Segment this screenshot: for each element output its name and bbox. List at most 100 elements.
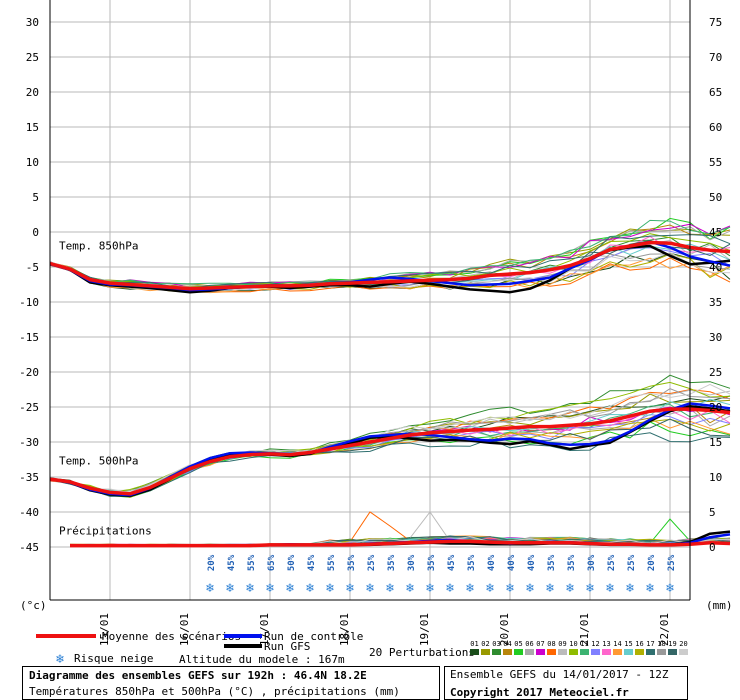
perturbations-legend-label: 20 Perturbations bbox=[369, 646, 475, 659]
perturbation-color-swatch bbox=[470, 649, 479, 655]
run-info: Ensemble GEFS du 14/01/2017 - 12Z bbox=[450, 668, 669, 681]
snowflake-icon: ❄ bbox=[425, 581, 434, 596]
snow-legend-label: Risque neige bbox=[74, 652, 153, 665]
snow-risk-percent: 25% bbox=[367, 554, 377, 571]
perturbation-color-swatch bbox=[602, 649, 611, 655]
right-tick-label: 25 bbox=[709, 366, 722, 379]
right-tick-label: 40 bbox=[709, 261, 722, 274]
perturbation-color-swatch bbox=[646, 649, 655, 655]
perturbation-id-label: 18 bbox=[657, 640, 665, 648]
snowflake-icon: ❄ bbox=[665, 581, 674, 596]
perturbation-color-swatch bbox=[547, 649, 556, 655]
snow-risk-percent: 35% bbox=[467, 554, 477, 571]
right-tick-label: 60 bbox=[709, 121, 722, 134]
snow-risk-percent: 45% bbox=[227, 554, 237, 571]
right-unit-label: (mm) bbox=[706, 599, 733, 612]
right-tick-label: 65 bbox=[709, 86, 722, 99]
perturbation-id-label: 04 bbox=[503, 640, 511, 648]
left-tick-label: -15 bbox=[19, 331, 39, 344]
left-tick-label: -45 bbox=[19, 541, 39, 554]
perturbation-color-swatch bbox=[481, 649, 490, 655]
right-tick-label: 55 bbox=[709, 156, 722, 169]
snowflake-icon: ❄ bbox=[245, 581, 254, 596]
snowflake-icon: ❄ bbox=[325, 581, 334, 596]
gfs-legend-label: Run GFS bbox=[264, 640, 310, 653]
chart-labels: Temp. 850hPa Temp. 500hPa Précipitations bbox=[59, 240, 152, 538]
perturbation-id-label: 07 bbox=[536, 640, 544, 648]
t850-perturbation-line bbox=[49, 219, 731, 286]
left-tick-label: -10 bbox=[19, 296, 39, 309]
snow-risk-percent: 20% bbox=[647, 554, 657, 571]
snowflake-icon: ❄ bbox=[305, 581, 314, 596]
perturbation-id-label: 03 bbox=[492, 640, 500, 648]
snow-risk-percent: 25% bbox=[607, 554, 617, 571]
snow-risk-percent: 45% bbox=[307, 554, 317, 571]
snow-risk-percent: 50% bbox=[287, 554, 297, 571]
perturbation-id-label: 17 bbox=[646, 640, 654, 648]
t850-mean-line bbox=[49, 240, 731, 291]
right-tick-label: 0 bbox=[709, 541, 716, 554]
snowflake-icon: ❄ bbox=[525, 581, 534, 596]
snow-risk-percent: 20% bbox=[207, 554, 217, 571]
perturbation-id-label: 06 bbox=[525, 640, 533, 648]
perturbation-color-swatch bbox=[492, 649, 501, 655]
snow-risk-percent: 25% bbox=[627, 554, 637, 571]
snowflake-icon: ❄ bbox=[345, 581, 354, 596]
snowflake-icon: ❄ bbox=[625, 581, 634, 596]
perturbation-color-swatch bbox=[657, 649, 666, 655]
perturbation-color-swatch bbox=[624, 649, 633, 655]
t500-mean-line bbox=[49, 407, 731, 496]
snowflake-icon: ❄ bbox=[485, 581, 494, 596]
perturbation-id-label: 02 bbox=[481, 640, 489, 648]
snowflake-icon: ❄ bbox=[405, 581, 414, 596]
right-tick-label: 5 bbox=[709, 506, 716, 519]
right-tick-label: 15 bbox=[709, 436, 722, 449]
snow-risk-percent: 35% bbox=[387, 554, 397, 571]
mean-legend-label: Moyenne des scénarios bbox=[102, 630, 241, 643]
perturbation-id-label: 13 bbox=[602, 640, 610, 648]
snow-risk-percent: 25% bbox=[667, 554, 677, 571]
copyright: Copyright 2017 Meteociel.fr bbox=[450, 686, 629, 699]
left-tick-label: 15 bbox=[26, 121, 39, 134]
altitude-label: Altitude du modele : 167m bbox=[179, 653, 345, 666]
right-tick-label: 45 bbox=[709, 226, 722, 239]
perturbation-color-swatch bbox=[569, 649, 578, 655]
snow-risk-percent: 45% bbox=[447, 554, 457, 571]
right-tick-label: 70 bbox=[709, 51, 722, 64]
left-unit-label: (°c) bbox=[20, 599, 47, 612]
left-tick-label: -25 bbox=[19, 401, 39, 414]
perturbation-id-label: 09 bbox=[558, 640, 566, 648]
perturbation-color-swatch bbox=[514, 649, 523, 655]
snowflake-icon: ❄ bbox=[265, 581, 274, 596]
snow-risk-percent: 35% bbox=[567, 554, 577, 571]
legend: Moyenne des scénarios Run de contrôleRun … bbox=[36, 630, 688, 667]
snowflake-icon: ❄ bbox=[505, 581, 514, 596]
snowflake-icon: ❄ bbox=[365, 581, 374, 596]
left-tick-label: -35 bbox=[19, 471, 39, 484]
snowflake-icon: ❄ bbox=[285, 581, 294, 596]
right-tick-label: 75 bbox=[709, 16, 722, 29]
snow-risk-percent: 40% bbox=[487, 554, 497, 571]
snow-risk-percent: 65% bbox=[267, 554, 277, 571]
perturbation-color-swatch bbox=[613, 649, 622, 655]
snowflake-icon: ❄ bbox=[645, 581, 654, 596]
perturbation-id-label: 20 bbox=[679, 640, 687, 648]
left-tick-label: -20 bbox=[19, 366, 39, 379]
perturbation-color-swatch bbox=[635, 649, 644, 655]
diagram-title: Diagramme des ensembles GEFS sur 192h : … bbox=[29, 669, 367, 682]
perturbation-id-label: 15 bbox=[624, 640, 632, 648]
perturbation-id-label: 01 bbox=[470, 640, 478, 648]
perturbation-id-label: 12 bbox=[591, 640, 599, 648]
snow-risk-percent: 35% bbox=[547, 554, 557, 571]
snowflake-icon: ❄ bbox=[385, 581, 394, 596]
left-tick-label: 10 bbox=[26, 156, 39, 169]
t500-perturbation-line bbox=[49, 383, 731, 494]
left-tick-label: -5 bbox=[26, 261, 39, 274]
right-tick-label: 10 bbox=[709, 471, 722, 484]
snow-risk-markers: 20% ❄ 45% ❄ 55% ❄ 65% ❄ 50% ❄ 45% ❄ 55% ❄ 35% ❄ 25% ❄ 35% ❄… bbox=[205, 554, 677, 596]
perturbation-id-label: 11 bbox=[580, 640, 588, 648]
panel-label: Précipitations bbox=[59, 524, 152, 537]
left-tick-label: 0 bbox=[32, 226, 39, 239]
perturbation-color-swatch bbox=[591, 649, 600, 655]
